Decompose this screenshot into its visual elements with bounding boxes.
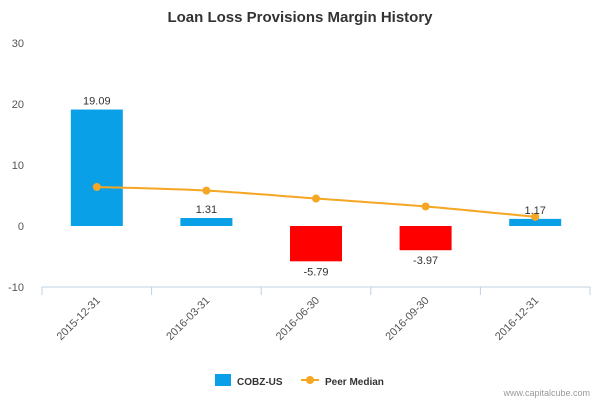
y-tick-label: 10	[12, 160, 24, 172]
data-label: 1.31	[196, 204, 217, 216]
data-label: -5.79	[303, 266, 328, 278]
legend-swatch-cobz	[215, 374, 231, 386]
bar	[399, 226, 452, 251]
data-label: 1.17	[524, 205, 545, 217]
x-tick-label: 2016-09-30	[383, 295, 431, 343]
data-label: -3.97	[413, 255, 438, 267]
bar	[180, 218, 233, 226]
x-tick-label: 2016-12-31	[493, 295, 541, 343]
peer-median-marker	[202, 186, 211, 195]
x-axis: 2015-12-31 2016-03-31 2016-06-30 2016-09-30…	[41, 287, 591, 343]
y-tick-label: -10	[8, 282, 24, 294]
peer-median-marker	[312, 194, 320, 203]
legend: COBZ-US Peer Median	[215, 374, 384, 388]
bar-series	[70, 109, 562, 262]
x-tick-label: 2016-06-30	[274, 295, 322, 343]
data-label: 19.09	[83, 96, 111, 108]
legend-label-peer-median: Peer Median	[325, 377, 384, 388]
peer-median-marker	[92, 182, 101, 191]
chart-title: Loan Loss Provisions Margin History	[167, 9, 433, 26]
y-tick-label: 20	[12, 99, 24, 111]
bar	[70, 109, 123, 226]
data-labels: 19.09 1.31 -5.79 -3.97 1.17	[83, 96, 546, 279]
peer-median-marker	[421, 202, 430, 211]
legend-item-peer-median[interactable]: Peer Median	[301, 376, 384, 388]
peer-median-marker	[531, 212, 540, 221]
y-tick-label: 0	[18, 221, 24, 233]
credit-text[interactable]: www.capitalcube.com	[502, 388, 590, 398]
x-tick-label: 2016-03-31	[164, 295, 212, 343]
legend-swatch-marker	[306, 376, 314, 384]
y-axis: -10 0 10 20 30	[8, 38, 24, 294]
line-series	[92, 182, 540, 221]
x-tick-label: 2015-12-31	[55, 295, 103, 343]
legend-item-cobz[interactable]: COBZ-US	[215, 374, 283, 388]
bar	[290, 226, 342, 262]
y-tick-label: 30	[12, 38, 24, 50]
bar	[509, 218, 562, 226]
legend-label-cobz: COBZ-US	[237, 377, 283, 388]
